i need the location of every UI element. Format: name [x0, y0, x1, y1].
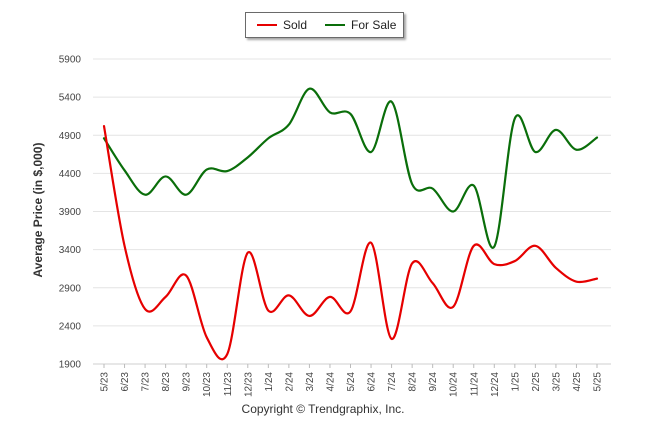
- x-tick-label: 10/24: [449, 372, 460, 397]
- x-tick-label: 7/24: [387, 372, 398, 392]
- x-tick-label: 6/23: [120, 372, 131, 392]
- legend-item-for-sale[interactable]: For Sale: [325, 18, 396, 32]
- series-line-for-sale[interactable]: [102, 87, 599, 249]
- x-tick-label: 3/24: [305, 372, 316, 392]
- x-tick-label: 2/24: [284, 372, 295, 392]
- x-tick-label: 9/23: [182, 372, 193, 392]
- legend-label-for-sale: For Sale: [351, 18, 397, 32]
- x-tick-label: 1/25: [510, 372, 521, 392]
- y-tick-label: 2900: [59, 283, 82, 294]
- x-tick-label: 5/24: [346, 372, 357, 392]
- x-tick-label: 6/24: [367, 372, 378, 392]
- y-tick-label: 4900: [59, 131, 82, 142]
- x-tick-label: 7/23: [141, 372, 152, 392]
- x-tick-label: 9/24: [428, 372, 439, 392]
- x-tick-label: 5/25: [593, 372, 604, 392]
- y-tick-label: 1900: [59, 360, 82, 371]
- y-tick-label: 3900: [59, 207, 82, 218]
- legend-swatch-sold: [257, 24, 277, 26]
- x-tick-label: 4/24: [325, 372, 336, 392]
- x-tick-label: 11/24: [469, 372, 480, 397]
- copyright-text: Copyright © Trendgraphix, Inc.: [241, 402, 405, 416]
- legend-swatch-for-sale: [325, 24, 346, 26]
- y-tick-label: 4400: [59, 169, 82, 180]
- x-tick-label: 12/24: [490, 372, 501, 397]
- x-tick-label: 11/23: [223, 372, 234, 397]
- y-axis-label: Average Price (in $,000): [31, 142, 45, 278]
- x-tick-label: 5/23: [100, 372, 111, 392]
- legend-item-sold[interactable]: Sold: [257, 18, 307, 32]
- x-tick-label: 8/23: [161, 372, 172, 392]
- x-tick-label: 3/25: [551, 372, 562, 392]
- legend: Sold For Sale: [245, 12, 404, 38]
- x-tick-label: 8/24: [408, 372, 419, 392]
- x-tick-label: 10/23: [202, 372, 213, 397]
- y-tick-label: 5900: [59, 55, 82, 66]
- y-tick-label: 2400: [59, 321, 82, 332]
- x-tick-label: 1/24: [264, 372, 275, 392]
- legend-label-sold: Sold: [283, 18, 308, 32]
- x-tick-label: 2/25: [531, 372, 542, 392]
- x-tick-label: 4/25: [572, 372, 583, 392]
- x-tick-label: 12/23: [243, 372, 254, 397]
- y-tick-label: 3400: [59, 245, 82, 256]
- y-tick-label: 5400: [59, 93, 82, 104]
- series-line-sold[interactable]: [102, 125, 599, 361]
